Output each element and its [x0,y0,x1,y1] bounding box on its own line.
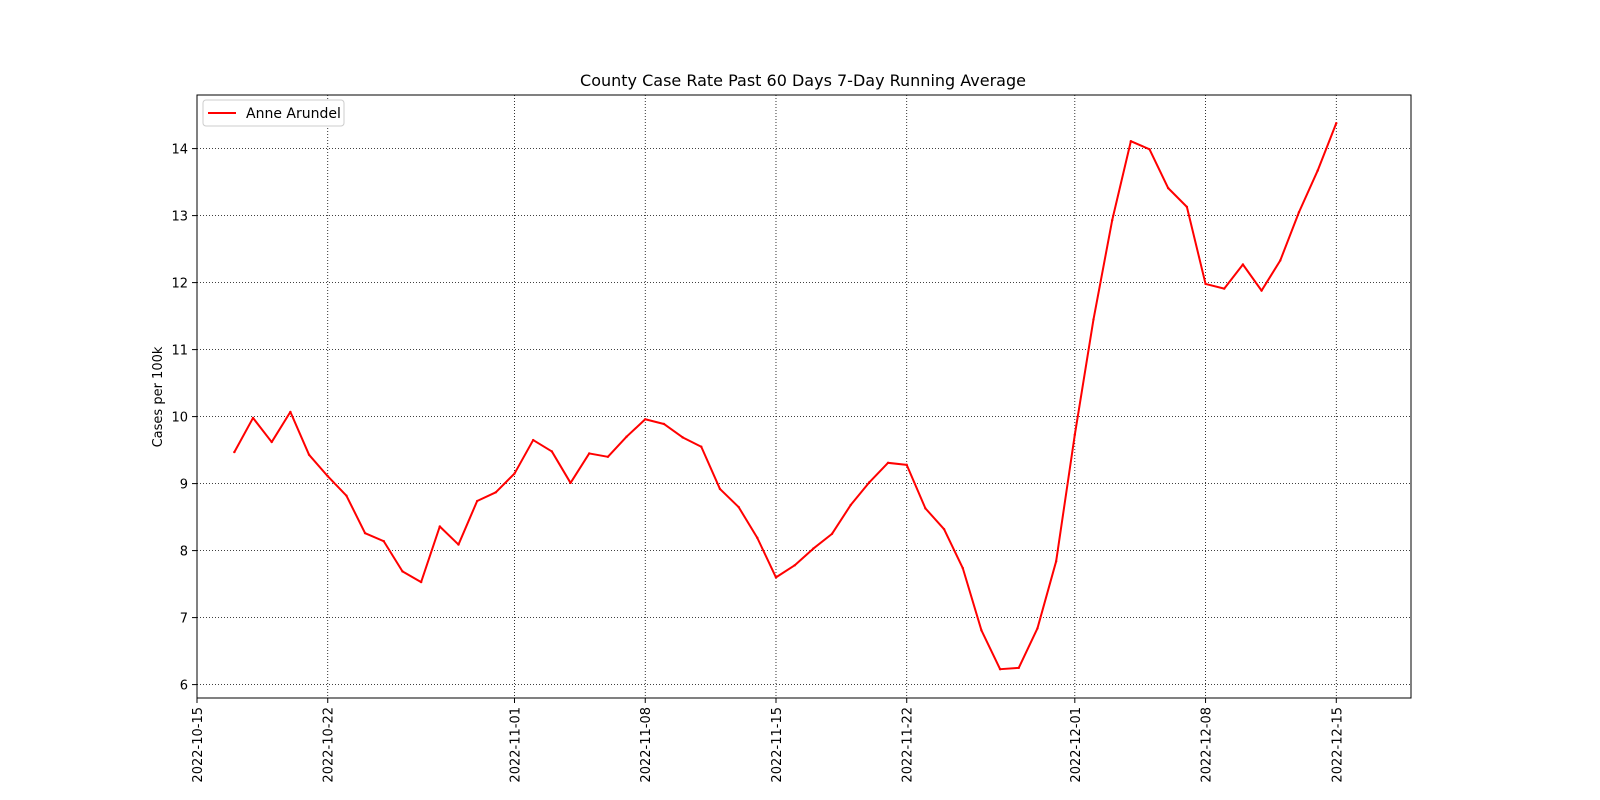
data-point [233,450,236,454]
data-point [270,440,273,444]
data-point [886,461,890,465]
data-point [1148,148,1151,151]
x-tick-label: 2022-11-15 [770,707,785,783]
data-point [1017,666,1020,670]
y-tick-label: 14 [171,143,188,158]
x-tick-label: 2022-11-01 [509,707,524,783]
grid-lines [196,95,1411,698]
data-point [868,481,871,484]
legend-label-anne-arundel: Anne Arundel [246,106,341,122]
data-point [531,438,535,442]
data-point [401,570,404,573]
y-tick-label: 8 [180,545,188,560]
y-axis-label: Cases per 100k [151,346,166,447]
data-point [326,475,329,478]
x-tick-label: 2022-10-22 [322,707,337,783]
data-point [1335,121,1338,125]
data-point [718,487,722,491]
data-point [1054,560,1058,563]
data-point [1241,263,1245,266]
legend: Anne Arundel [202,99,345,127]
y-tick-label: 9 [180,478,188,493]
data-point [756,536,759,540]
data-point [1204,282,1207,286]
x-tick-label: 2022-10-15 [191,707,206,783]
chart-title: County Case Rate Past 60 Days 7-Day Runn… [580,71,1026,90]
plot-area-frame [196,94,1412,699]
data-point [475,499,479,503]
data-point [812,547,815,550]
axis-ticks: 6 7 8 9 10 11 12 13 14 2022-10-15 2022-10-22 2022-1… [171,143,1345,783]
series-layer [233,121,1338,671]
data-point [307,453,311,456]
y-tick-label: 10 [171,411,188,426]
data-point [849,503,852,507]
x-tick-label: 2022-12-15 [1330,707,1345,783]
data-point [1167,186,1170,190]
data-point [980,629,983,632]
data-point [1036,627,1039,630]
data-point [1110,219,1114,222]
data-point [289,410,292,414]
data-point [961,566,964,570]
y-tick-label: 11 [171,344,188,359]
legend-box [202,99,345,127]
x-tick-label: 2022-11-08 [639,707,654,783]
data-point [905,463,908,467]
data-point [625,435,628,438]
data-point [606,455,610,458]
data-point [419,580,423,584]
data-point [1316,169,1319,172]
data-point [998,667,1002,671]
data-point [700,445,703,448]
series-line-anne-arundel [233,122,1338,671]
data-point [1129,140,1133,143]
data-point [737,505,740,509]
data-point [382,540,385,543]
x-tick-label: 2022-12-08 [1200,707,1215,783]
data-point [681,436,684,439]
data-point [1260,289,1263,292]
data-point [793,564,796,567]
data-point [1223,287,1226,290]
data-point [1297,211,1301,214]
data-point [662,422,666,426]
y-tick-label: 13 [171,210,188,225]
data-point [569,481,572,485]
data-point [830,532,834,536]
data-point [942,527,946,531]
data-point [251,416,255,420]
data-point [1185,205,1189,209]
data-point [924,507,927,510]
data-point [345,494,348,497]
data-point [1073,433,1077,436]
y-tick-label: 7 [180,612,188,627]
data-point [774,576,778,579]
data-point [644,418,647,421]
y-tick-label: 12 [171,277,188,292]
x-tick-label: 2022-12-01 [1069,707,1084,783]
data-point [1279,259,1282,262]
data-point [588,452,591,455]
data-point [1092,318,1095,321]
data-point [438,525,441,528]
data-point [494,491,498,494]
x-tick-label: 2022-11-22 [901,707,916,783]
data-point [513,472,516,475]
data-point [457,543,460,546]
y-tick-label: 6 [180,679,188,694]
data-point [550,450,554,453]
data-point [363,531,367,535]
